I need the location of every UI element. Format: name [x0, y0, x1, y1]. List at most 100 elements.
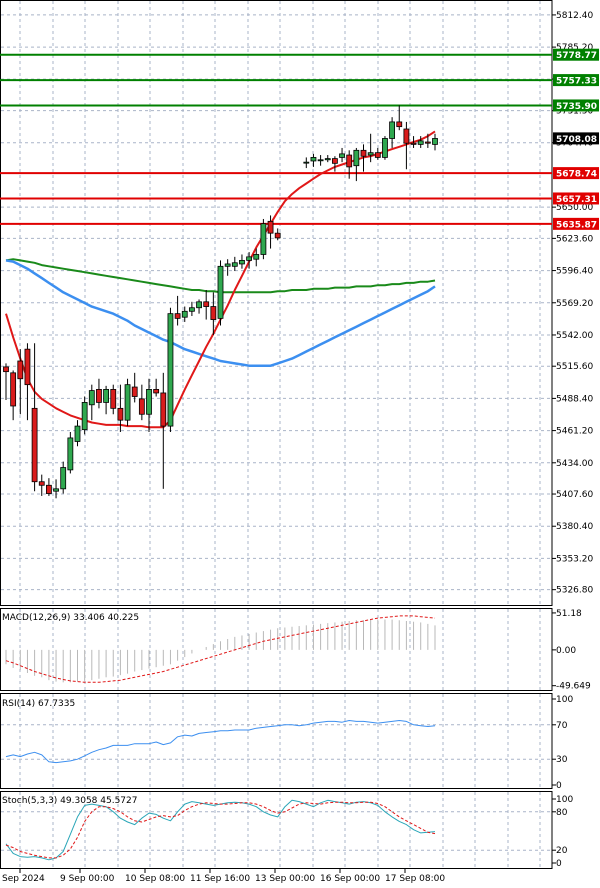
level-label-box	[553, 99, 599, 112]
candle-bullish	[353, 149, 360, 167]
candle-bearish	[210, 306, 217, 320]
price-tick-label: 5434.00	[556, 459, 593, 469]
macd-tick-label: 0.00	[556, 646, 576, 656]
candle-bullish	[417, 140, 424, 145]
candle-bearish	[110, 389, 117, 409]
stoch-tick-label: 0	[556, 859, 562, 869]
level-label-box	[553, 192, 599, 205]
current-price-box	[553, 132, 599, 145]
candle-bearish	[374, 152, 381, 158]
candle-bullish	[317, 159, 324, 162]
candle-bullish	[124, 384, 131, 421]
pane-frame-macd	[0, 608, 553, 691]
candle-bullish	[217, 265, 224, 319]
candle-bearish	[360, 149, 367, 157]
price-tick-label: 5515.60	[556, 362, 593, 372]
level-label: 5757.33	[556, 77, 597, 87]
level-label-box	[553, 48, 599, 61]
candle-bullish	[88, 390, 95, 406]
candle-bullish	[167, 313, 174, 427]
candle-bullish	[382, 138, 388, 158]
candle-bullish	[246, 256, 253, 261]
rsi-tick-label: 0	[556, 781, 562, 791]
rsi-tick-label: 70	[556, 721, 568, 731]
price-tick-label: 5380.40	[556, 522, 593, 532]
candle-bearish	[410, 142, 417, 145]
candle-bearish	[38, 481, 45, 486]
level-label: 5678.74	[556, 170, 597, 180]
macd-label: MACD(12,26,9) 33.406 40.225	[2, 613, 139, 623]
candle-bearish	[46, 484, 52, 494]
stoch-tick-label: 100	[556, 795, 573, 805]
candle-bullish	[224, 263, 231, 267]
candle-bearish	[274, 232, 281, 239]
time-tick-label: Sep 2024	[2, 874, 45, 884]
candle-bearish	[131, 386, 138, 397]
rsi-tick-label: 30	[556, 755, 568, 765]
candle-bullish	[103, 389, 109, 403]
current-price-label: 5708.08	[556, 135, 597, 145]
candle-bearish	[331, 158, 338, 164]
candle-bearish	[174, 313, 181, 319]
level-label-box	[553, 167, 599, 180]
candle-bullish	[310, 157, 317, 162]
candle-bearish	[346, 154, 353, 168]
candle-bullish	[303, 161, 310, 164]
candle-bearish	[10, 372, 17, 407]
candle-bearish	[153, 389, 160, 394]
candle-bearish	[396, 121, 403, 128]
candle-bearish	[138, 398, 145, 415]
candle-bullish	[67, 437, 74, 471]
candle-bearish	[267, 220, 274, 234]
stoch-d-line	[5, 801, 436, 859]
time-tick-label: 9 Sep 00:00	[60, 874, 115, 884]
level-label-box	[553, 217, 599, 230]
level-label: 5635.87	[556, 220, 597, 230]
time-tick-label: 13 Sep 00:00	[255, 874, 315, 884]
time-tick-label: 16 Sep 00:00	[320, 874, 380, 884]
candle-bullish	[231, 262, 238, 267]
candle-bearish	[31, 407, 38, 483]
price-tick-label: 5353.20	[556, 554, 593, 564]
candle-bullish	[239, 259, 245, 265]
candle-bearish	[96, 389, 102, 403]
price-tick-label: 5569.20	[556, 299, 593, 309]
candle-bearish	[117, 407, 124, 421]
stoch-label: Stoch(5,3,3) 49.3058 45.5727	[2, 796, 137, 806]
price-tick-label: 5407.60	[556, 490, 593, 500]
price-tick-label: 5812.40	[556, 11, 593, 21]
candle-bearish	[160, 392, 167, 427]
candle-bearish	[403, 128, 410, 144]
macd-signal-line	[5, 615, 436, 683]
stoch-tick-label: 20	[556, 846, 568, 856]
rsi-label: RSI(14) 67.7335	[2, 699, 75, 709]
macd-tick-label: -49.649	[556, 682, 591, 692]
price-tick-label: 5542.00	[556, 331, 593, 341]
pane-frame-rsi	[0, 693, 553, 789]
candle-bearish	[24, 348, 31, 386]
price-tick-label: 5650.00	[556, 203, 593, 213]
price-tick-label: 5623.60	[556, 234, 593, 244]
rsi-line	[5, 720, 436, 764]
candle-bullish	[188, 307, 195, 312]
price-tick-label: 5731.50	[556, 107, 593, 117]
level-label: 5657.31	[556, 195, 597, 205]
candle-bullish	[53, 488, 59, 492]
price-tick-label: 5326.80	[556, 586, 593, 596]
time-tick-label: 17 Sep 08:00	[385, 874, 445, 884]
price-tick-label: 5785.20	[556, 43, 593, 53]
moving-average-blue	[5, 259, 436, 367]
candle-bullish	[253, 254, 260, 260]
candle-bullish	[339, 153, 345, 158]
time-tick-label: 11 Sep 16:00	[190, 874, 250, 884]
stoch-tick-label: 80	[556, 808, 568, 818]
candle-bearish	[3, 366, 9, 373]
candle-bullish	[146, 389, 152, 415]
macd-tick-label: 51.18	[556, 609, 582, 619]
price-tick-label: 5488.40	[556, 394, 593, 404]
candle-bullish	[196, 301, 202, 309]
time-tick-label: 10 Sep 08:00	[125, 874, 185, 884]
price-tick-label: 5461.20	[556, 427, 593, 437]
price-tick-label: 5596.40	[556, 267, 593, 277]
